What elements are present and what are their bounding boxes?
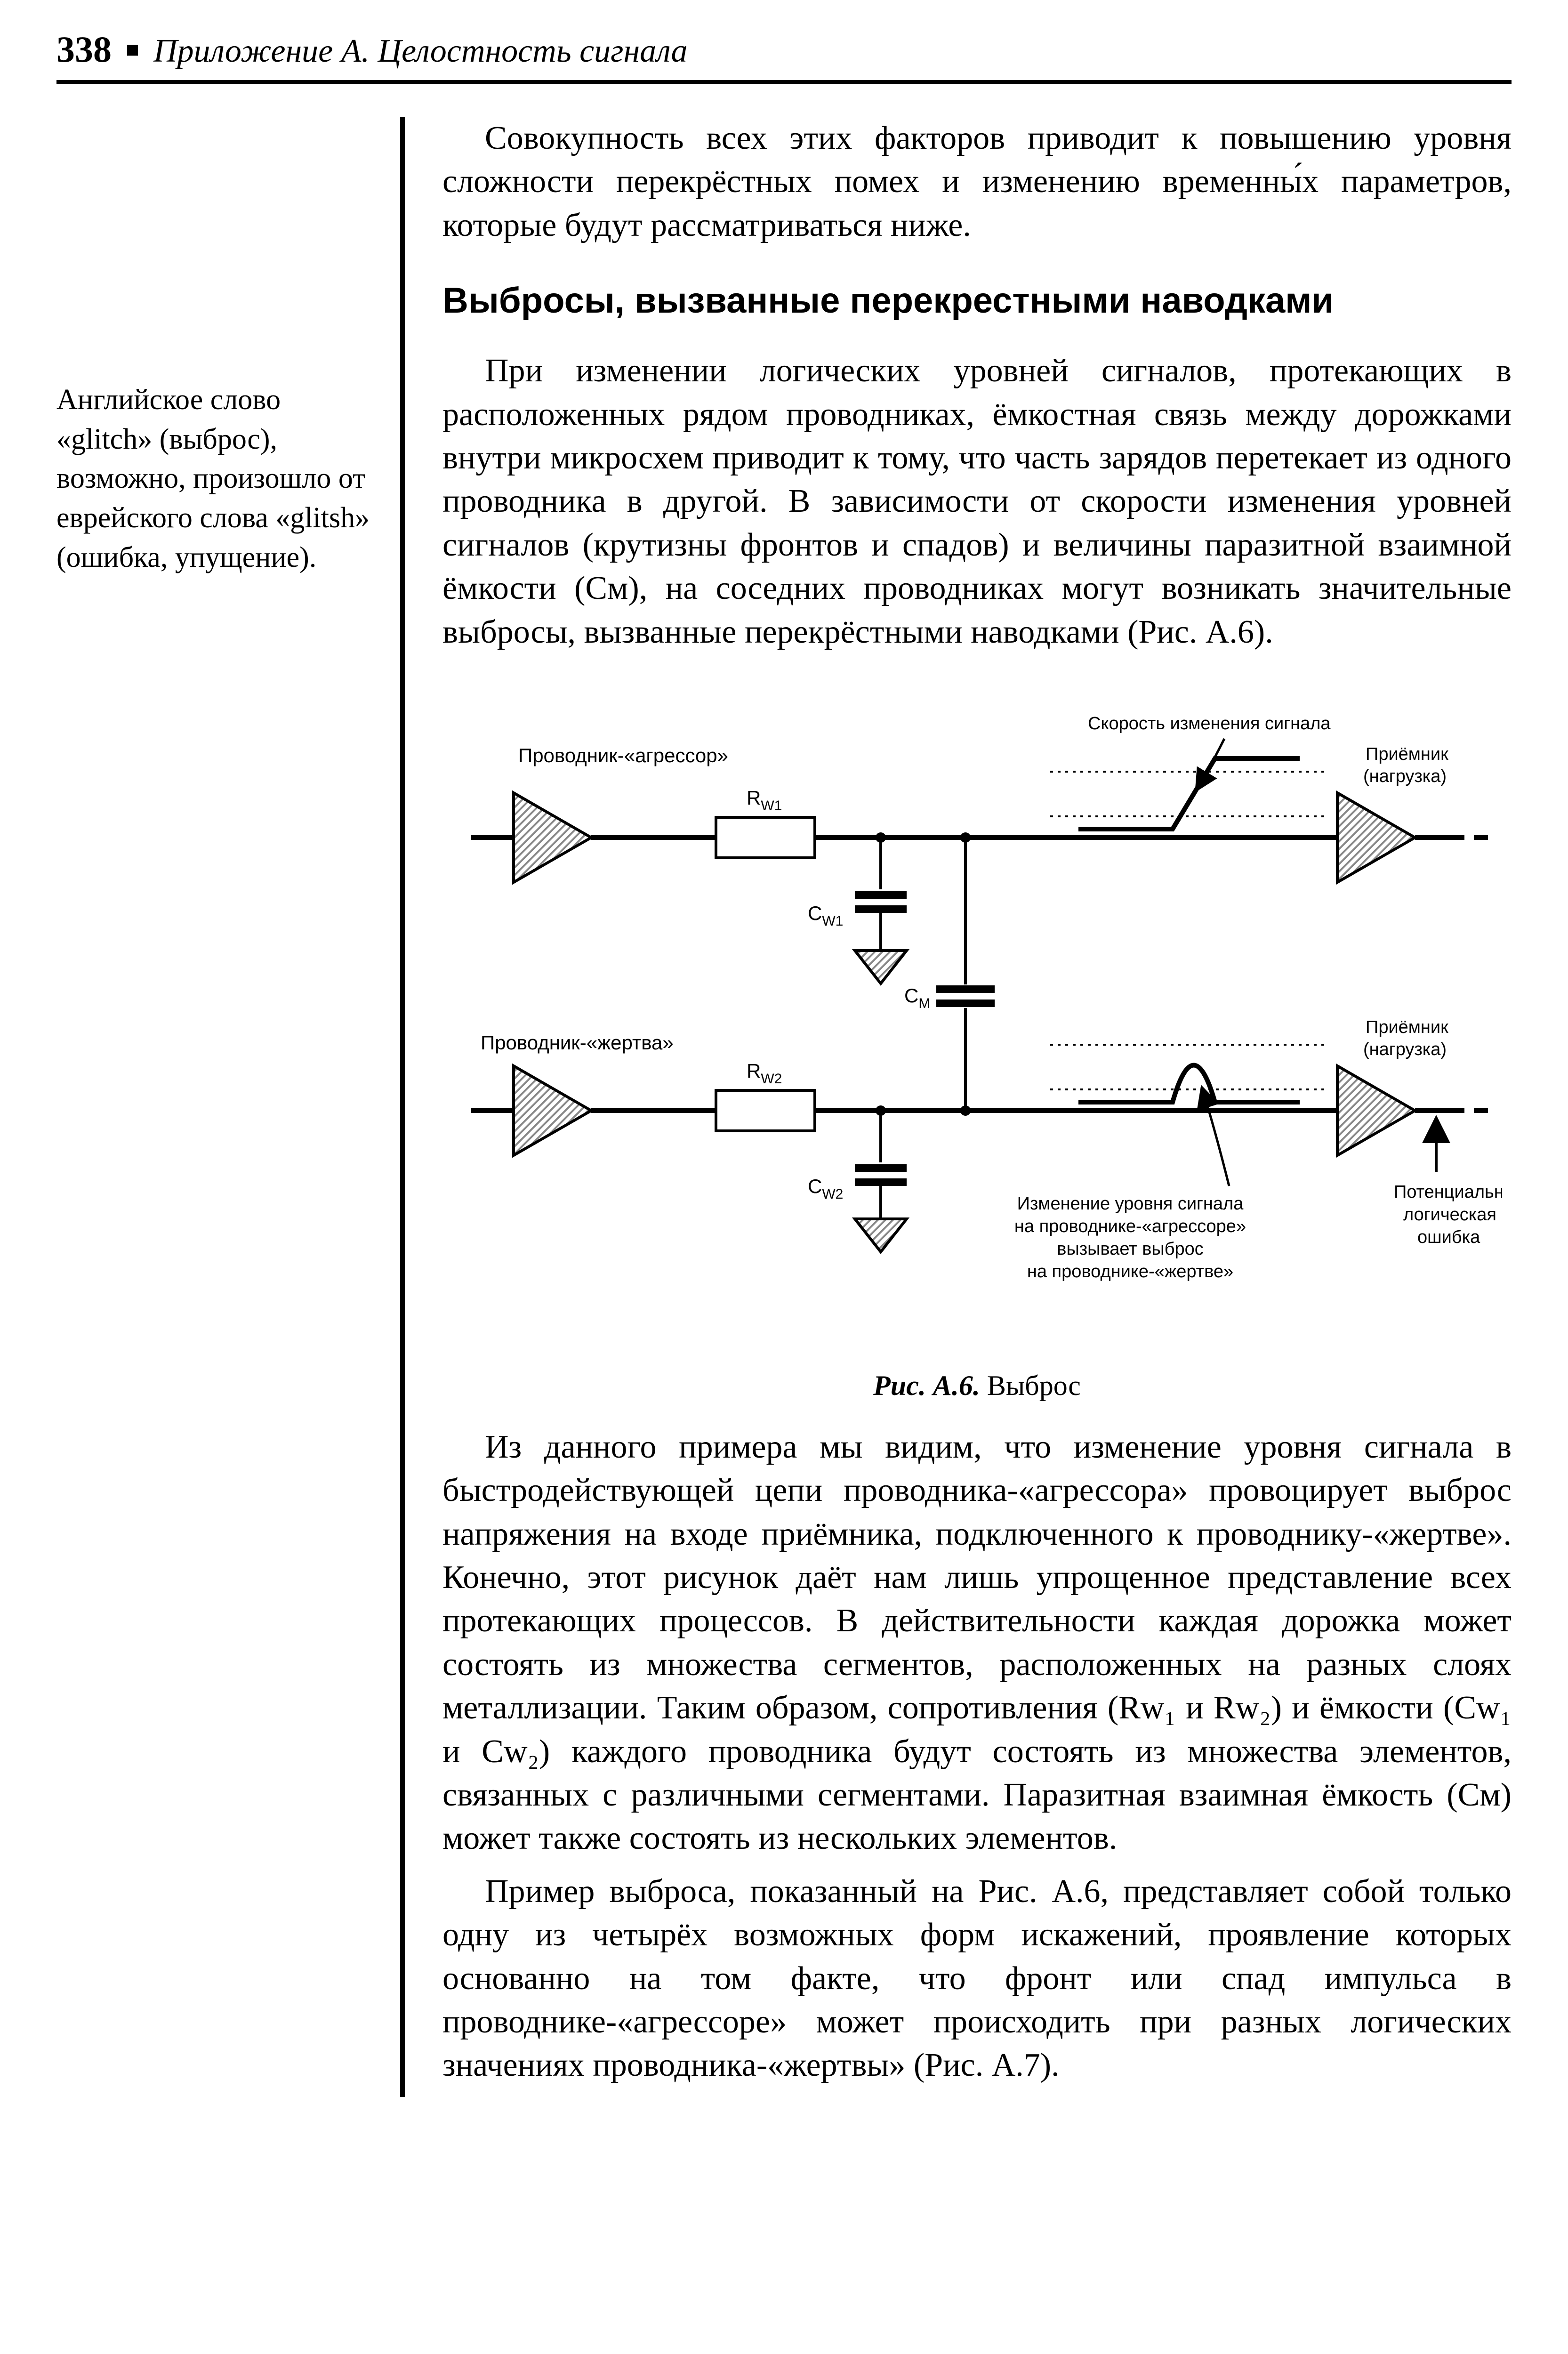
svg-text:Изменение уровня сигнала: Изменение уровня сигнала	[1017, 1194, 1244, 1214]
svg-text:Приёмник: Приёмник	[1366, 1017, 1448, 1037]
margin-column: Английское слово «glitch» (выброс), возм…	[56, 117, 400, 2097]
figure-a6: Проводник-«агрессор»RW1CW1CMПриёмник(наг…	[442, 696, 1512, 1402]
circuit-diagram-svg: Проводник-«агрессор»RW1CW1CMПриёмник(наг…	[452, 696, 1502, 1346]
svg-text:Проводник-«агрессор»: Проводник-«агрессор»	[518, 744, 728, 766]
svg-text:(нагрузка): (нагрузка)	[1363, 766, 1447, 786]
svg-text:RW1: RW1	[747, 787, 782, 814]
svg-text:Приёмник: Приёмник	[1366, 744, 1448, 764]
svg-text:Потенциальная: Потенциальная	[1394, 1182, 1502, 1202]
svg-text:(нагрузка): (нагрузка)	[1363, 1040, 1447, 1059]
intro-paragraph: Совокупность всех этих факторов приводит…	[442, 117, 1512, 247]
figure-caption: Рис. А.6. Выброс	[442, 1370, 1512, 1402]
appendix-title: Приложение А. Целостность сигнала	[153, 32, 688, 70]
svg-text:Проводник-«жертва»: Проводник-«жертва»	[481, 1032, 674, 1054]
svg-text:RW2: RW2	[747, 1060, 782, 1087]
header-bullet: ■	[126, 37, 139, 63]
paragraph-glitch-description: При изменении логических уровней сигнало…	[442, 349, 1512, 654]
svg-text:на проводнике-«агрессоре»: на проводнике-«агрессоре»	[1014, 1217, 1246, 1236]
main-column: Совокупность всех этих факторов приводит…	[400, 117, 1512, 2097]
margin-note-glitch: Английское слово «glitch» (выброс), возм…	[56, 380, 381, 577]
page-number: 338	[56, 28, 112, 71]
svg-text:CW1: CW1	[808, 902, 843, 929]
page-header: 338 ■ Приложение А. Целостность сигнала	[56, 28, 1512, 84]
paragraph-example-analysis: Из данного примера мы видим, что изменен…	[442, 1426, 1512, 1861]
svg-text:CW2: CW2	[808, 1175, 843, 1202]
figure-number: Рис. А.6.	[873, 1370, 980, 1401]
svg-text:CM: CM	[904, 984, 930, 1011]
paragraph-four-forms: Пример выброса, показанный на Рис. А.6, …	[442, 1870, 1512, 2088]
section-heading: Выбросы, вызванные перекрестными наводка…	[442, 280, 1512, 321]
figure-caption-text: Выброс	[980, 1370, 1081, 1401]
svg-text:на проводнике-«жертве»: на проводнике-«жертве»	[1027, 1262, 1233, 1282]
svg-text:логическая: логическая	[1403, 1205, 1496, 1225]
svg-text:Скорость изменения сигнала: Скорость изменения сигнала	[1088, 714, 1331, 734]
svg-text:ошибка: ошибка	[1417, 1227, 1480, 1247]
content-row: Английское слово «glitch» (выброс), возм…	[56, 117, 1512, 2097]
svg-text:вызывает выброс: вызывает выброс	[1057, 1239, 1204, 1259]
